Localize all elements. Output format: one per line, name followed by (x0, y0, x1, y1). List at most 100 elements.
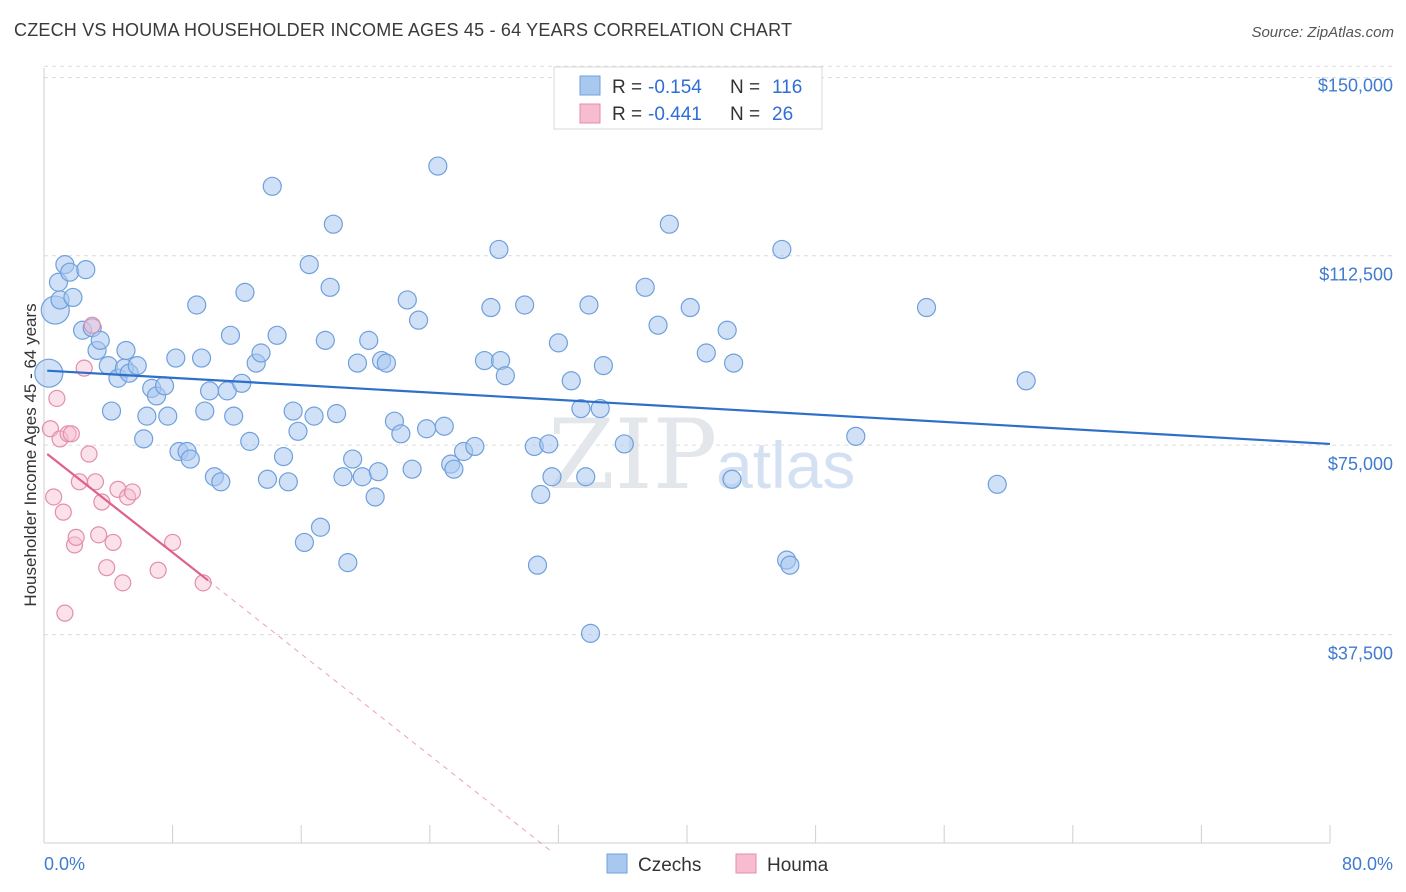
point-czechs (235, 282, 255, 302)
point-czechs (846, 426, 866, 446)
bottom-legend-label-houma: Houma (767, 855, 829, 876)
point-czechs (166, 348, 186, 368)
point-czechs (352, 467, 372, 487)
x-tick-min: 0.0% (44, 854, 85, 874)
point-czechs (60, 262, 80, 282)
point-czechs (294, 532, 315, 553)
point-czechs (659, 214, 679, 234)
point-houma (67, 528, 85, 546)
point-czechs (772, 239, 792, 260)
point-czechs (127, 356, 147, 376)
point-czechs (154, 376, 175, 396)
y-tick-label: $150,000 (1318, 75, 1393, 95)
point-czechs (158, 406, 178, 426)
point-czechs (579, 295, 599, 315)
legend-r-label-2: R = (612, 104, 642, 125)
point-czechs (134, 429, 154, 449)
point-czechs (283, 401, 303, 421)
point-czechs (680, 297, 700, 318)
point-houma (104, 533, 122, 552)
point-czechs (542, 467, 562, 487)
point-czechs (63, 287, 83, 308)
point-czechs (434, 416, 454, 436)
point-czechs (614, 434, 634, 454)
watermark-atlas: atlas (716, 428, 855, 502)
point-czechs (251, 343, 271, 363)
point-czechs (315, 330, 335, 350)
legend-box: R = -0.154 N = 116 R = -0.441 N = 26 (553, 66, 823, 130)
point-houma (83, 316, 101, 334)
point-czechs (376, 353, 396, 373)
point-czechs (987, 474, 1007, 494)
y-axis-label: Householder Income Ages 45 - 64 years (21, 303, 40, 606)
point-czechs (333, 467, 353, 487)
point-czechs (76, 260, 96, 280)
point-czechs (320, 277, 340, 297)
point-czechs (199, 381, 220, 401)
point-czechs (402, 459, 422, 479)
point-czechs (648, 315, 668, 335)
legend-r-label-1: R = (612, 77, 642, 98)
point-czechs (593, 356, 614, 376)
trend-line-houma (46, 453, 209, 582)
point-czechs (495, 366, 515, 386)
point-houma (164, 533, 182, 552)
y-tick-label: $112,500 (1319, 265, 1393, 285)
point-czechs (365, 487, 385, 507)
legend-n-label-1: N = (730, 77, 760, 98)
point-czechs (416, 419, 437, 439)
point-houma (56, 604, 74, 622)
x-tick-max: 80.0% (1342, 854, 1393, 874)
point-houma (80, 445, 98, 463)
point-czechs (220, 325, 241, 345)
point-czechs (34, 358, 64, 388)
point-czechs (571, 398, 591, 419)
point-houma (86, 473, 105, 491)
point-czechs (278, 472, 298, 492)
point-houma (54, 503, 72, 521)
point-czechs (273, 446, 294, 467)
legend-n-value-1: 116 (772, 77, 802, 98)
point-czechs (195, 401, 215, 421)
point-czechs (696, 343, 716, 363)
point-houma (90, 526, 108, 544)
legend-swatch-houma (579, 103, 601, 124)
point-czechs (180, 449, 200, 469)
point-czechs (590, 398, 610, 419)
point-houma (118, 488, 137, 506)
point-czechs (304, 406, 324, 426)
point-czechs (299, 254, 319, 275)
point-czechs (391, 424, 411, 444)
point-czechs (724, 353, 744, 373)
bottom-legend-swatch-houma (735, 853, 757, 874)
legend-r-value-1: -0.154 (648, 77, 702, 98)
y-tick-label: $37,500 (1328, 644, 1393, 664)
point-czechs (527, 555, 548, 575)
point-houma (62, 425, 80, 443)
point-czechs (481, 297, 501, 318)
point-czechs (444, 459, 464, 479)
point-czechs (489, 239, 509, 260)
point-czechs (474, 350, 495, 371)
point-czechs (428, 156, 448, 176)
point-czechs (515, 295, 535, 315)
point-czechs (101, 401, 122, 421)
trend-line-czechs (47, 369, 1331, 446)
point-czechs (722, 469, 742, 489)
point-czechs (232, 373, 252, 393)
point-czechs (240, 431, 260, 451)
point-czechs (916, 297, 937, 318)
point-czechs (191, 348, 212, 368)
point-houma (114, 574, 132, 592)
point-czechs (397, 290, 417, 310)
point-czechs (288, 421, 308, 441)
point-houma (45, 488, 63, 506)
point-czechs (116, 340, 136, 361)
point-czechs (262, 176, 282, 196)
point-czechs (408, 310, 429, 330)
point-czechs (347, 353, 368, 373)
point-czechs (90, 330, 110, 350)
legend-r-value-2: -0.441 (648, 104, 702, 125)
point-czechs (187, 295, 207, 315)
point-czechs (717, 320, 737, 340)
